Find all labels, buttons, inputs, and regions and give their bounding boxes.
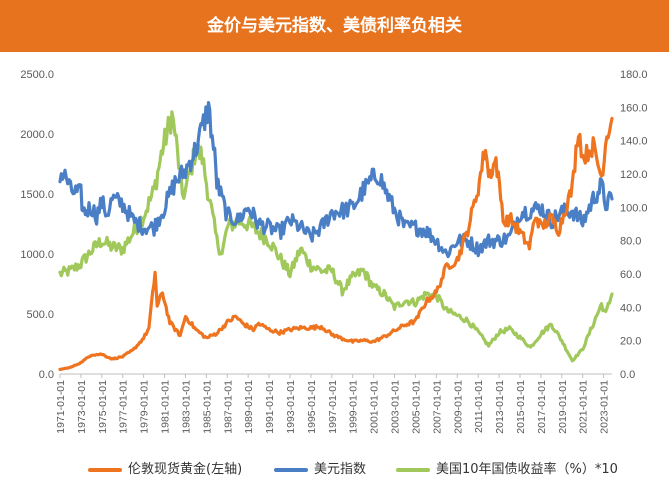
x-tick-label: 1973-01-01: [76, 380, 88, 434]
x-tick-label: 2015-01-01: [515, 380, 527, 434]
x-tick-label: 2017-01-01: [536, 380, 548, 434]
legend-label-yield: 美国10年国债收益率（%）*10: [436, 462, 618, 477]
x-tick-label: 2013-01-01: [494, 380, 506, 434]
legend-swatch-yield: [396, 467, 430, 472]
y-left-tick-label: 0.0: [39, 369, 54, 381]
y-right-tick-label: 0.0: [620, 369, 635, 381]
legend-swatch-usd: [274, 467, 308, 472]
x-tick-label: 2011-01-01: [473, 380, 485, 433]
x-tick-label: 1971-01-01: [55, 380, 67, 434]
x-tick-label: 1993-01-01: [285, 380, 297, 434]
x-tick-label: 2021-01-01: [578, 380, 590, 434]
x-tick-label: 2007-01-01: [431, 380, 443, 434]
x-tick-label: 1991-01-01: [264, 380, 276, 434]
x-tick-label: 1975-01-01: [97, 380, 109, 434]
y-left-tick-label: 2000.0: [20, 129, 54, 141]
legend-label-usd: 美元指数: [314, 462, 367, 477]
x-tick-label: 1977-01-01: [118, 380, 130, 434]
title-bar: [0, 0, 669, 52]
usd-index-series-line: [58, 101, 614, 259]
y-right-tick-label: 140.0: [620, 136, 648, 148]
x-tick-label: 1987-01-01: [222, 380, 234, 434]
legend: 伦敦现货黄金(左轴) 美元指数 美国10年国债收益率（%）*10: [0, 458, 669, 482]
gold-series-line: [58, 116, 614, 371]
x-tick-label: 1989-01-01: [243, 380, 255, 434]
x-tick-label: 1995-01-01: [306, 380, 318, 434]
y-left-tick-label: 500.0: [26, 309, 54, 321]
y-right-tick-label: 100.0: [620, 202, 648, 214]
x-tick-label: 1981-01-01: [160, 380, 172, 434]
y-right-tick-label: 40.0: [620, 302, 641, 314]
chart-title: 金价与美元指数、美债利率负相关: [207, 16, 462, 36]
y-right-tick-label: 180.0: [620, 69, 648, 81]
y-right-tick-label: 80.0: [620, 236, 641, 248]
x-tick-label: 2001-01-01: [369, 380, 381, 434]
y-left-tick-label: 1000.0: [20, 249, 54, 261]
legend-item-yield: 美国10年国债收益率（%）*10: [396, 458, 618, 482]
chart-canvas: 0.0 500.0 1000.0 1500.0 2000.0 2500.0 0.0 20.0 4…: [20, 69, 648, 434]
legend-label-gold: 伦敦现货黄金(左轴): [128, 462, 243, 477]
y-left-tick-label: 1500.0: [20, 189, 54, 201]
x-tick-label: 2019-01-01: [557, 380, 569, 434]
x-tick-label: 1999-01-01: [348, 380, 360, 434]
x-tick-label: 2005-01-01: [410, 380, 422, 434]
x-tick-label: 2003-01-01: [390, 380, 402, 434]
legend-swatch-gold: [88, 467, 122, 472]
x-tick-label: 2009-01-01: [452, 380, 464, 434]
y-right-tick-label: 160.0: [620, 102, 648, 114]
x-tick-label: 1985-01-01: [201, 380, 213, 434]
x-tick-label: 2023-01-01: [599, 380, 611, 434]
y-right-tick-label: 120.0: [620, 169, 648, 181]
legend-item-gold: 伦敦现货黄金(左轴): [88, 458, 242, 482]
x-tick-label: 1979-01-01: [139, 380, 151, 434]
x-tick-label: 1983-01-01: [180, 380, 192, 434]
us10y-yield-series-line: [58, 110, 614, 363]
x-tick-label: 1997-01-01: [327, 380, 339, 434]
legend-item-usd: 美元指数: [274, 458, 366, 482]
y-right-tick-label: 60.0: [620, 269, 641, 281]
y-right-tick-label: 20.0: [620, 336, 641, 348]
y-left-tick-label: 2500.0: [20, 69, 54, 81]
